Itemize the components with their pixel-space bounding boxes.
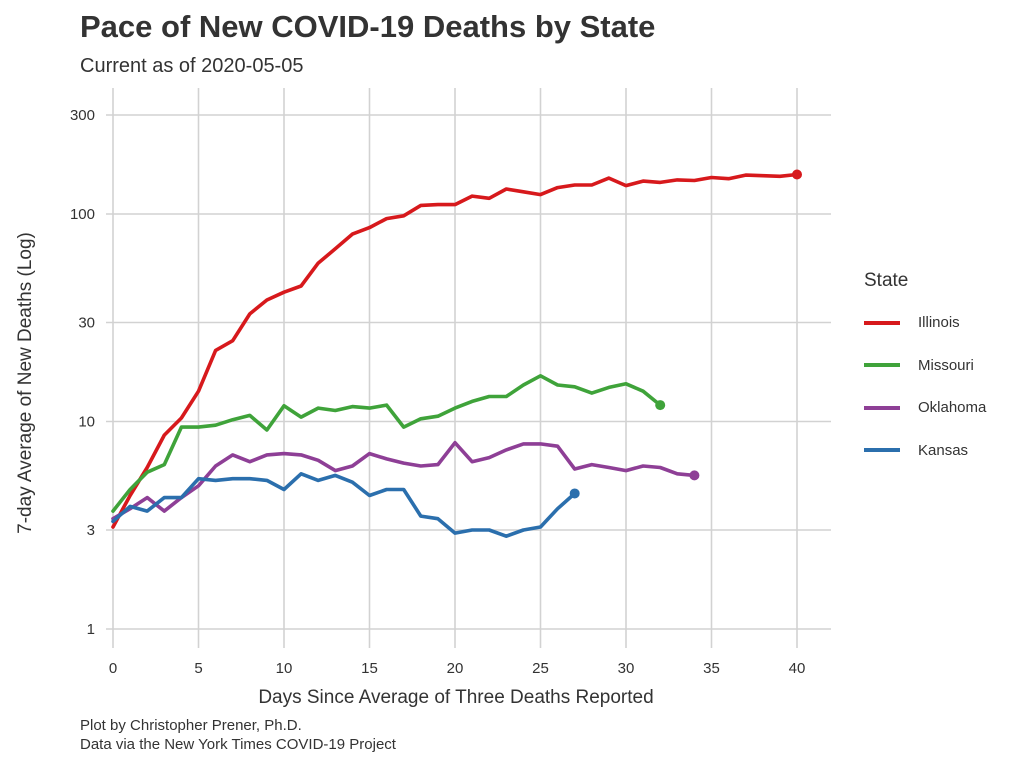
x-tick-labels: 0 5 10 15 20 25 30 35 40: [109, 660, 806, 677]
x-tick-label: 5: [194, 660, 202, 677]
y-tick-label: 10: [78, 414, 95, 431]
legend-item-missouri: Missouri: [864, 355, 986, 376]
y-axis-label: 7-day Average of New Deaths (Log): [15, 232, 36, 534]
series-endpoint-oklahoma: [689, 470, 700, 481]
series-endpoint-missouri: [655, 400, 666, 411]
chart-subtitle: Current as of 2020-05-05: [80, 55, 304, 77]
legend-label: Missouri: [918, 356, 974, 374]
legend-item-oklahoma: Oklahoma: [864, 397, 986, 418]
legend-label: Illinois: [918, 314, 960, 331]
series-line-missouri: [111, 373, 663, 513]
series-endpoint-kansas: [569, 488, 580, 499]
x-tick-label: 35: [703, 660, 720, 677]
legend-key: [864, 320, 900, 325]
x-tick-label: 25: [532, 660, 549, 677]
caption-line-source: Data via the New York Times COVID-19 Pro…: [80, 736, 396, 753]
legend-title: State: [864, 270, 909, 291]
legend-key: [864, 405, 900, 410]
grid-lines: [106, 88, 831, 648]
y-tick-label: 300: [70, 107, 95, 124]
x-tick-label: 20: [447, 660, 464, 677]
y-tick-label: 100: [70, 206, 95, 223]
legend-label: Kansas: [918, 441, 969, 459]
series-endpoint-illinois: [792, 169, 802, 180]
x-tick-label: 30: [618, 660, 635, 677]
x-tick-label: 0: [109, 660, 117, 677]
x-tick-label: 10: [276, 660, 293, 677]
legend-item-kansas: Kansas: [864, 440, 986, 461]
legend-key: [864, 448, 900, 452]
series-line-illinois: [111, 172, 799, 529]
y-tick-label: 3: [87, 522, 95, 539]
series-lines: [111, 169, 802, 539]
caption-line-author: Plot by Christopher Prener, Ph.D.: [80, 717, 302, 734]
y-tick-label: 1: [87, 621, 95, 638]
legend: State Illinois Missouri Oklahoma Kansas: [864, 270, 986, 482]
x-tick-label: 15: [361, 660, 378, 677]
legend-items: Illinois Missouri Oklahoma Kansas: [864, 312, 986, 461]
caption: Plot by Christopher Prener, Ph.D. Data v…: [80, 716, 396, 754]
chart-title: Pace of New COVID-19 Deaths by State: [80, 9, 656, 44]
x-tick-label: 40: [789, 660, 806, 677]
legend-label: Oklahoma: [918, 399, 987, 416]
legend-item-illinois: Illinois: [864, 312, 986, 333]
series-line-oklahoma: [111, 440, 697, 521]
series-line-kansas: [111, 471, 577, 539]
legend-key: [864, 363, 900, 367]
x-axis-label: Days Since Average of Three Deaths Repor…: [258, 687, 653, 708]
y-tick-labels: 1 3 10 30 100 300: [70, 107, 95, 638]
y-tick-label: 30: [78, 314, 95, 331]
